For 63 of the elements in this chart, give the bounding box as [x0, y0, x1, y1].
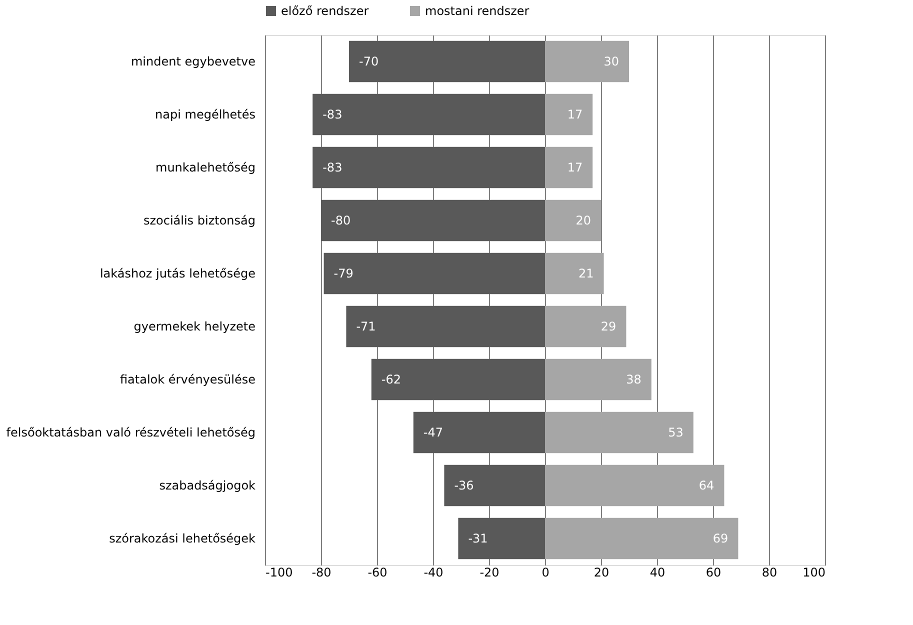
legend-label: mostani rendszer [425, 4, 530, 18]
y-tick-label: szabadságjogok [159, 478, 256, 492]
bar [349, 40, 545, 82]
data-label: -80 [331, 214, 351, 228]
data-label: -47 [423, 426, 444, 440]
x-tick-label: 80 [762, 566, 778, 580]
bar [312, 146, 545, 188]
bar [545, 146, 593, 188]
data-label: 53 [668, 426, 684, 440]
y-tick-label: felsőoktatásban való részvételi lehetőség [6, 426, 256, 440]
data-label: -83 [322, 108, 342, 122]
bar [321, 200, 545, 242]
data-label: 38 [626, 372, 642, 386]
y-tick-label: napi megélhetés [155, 108, 256, 122]
data-label: 20 [576, 214, 591, 228]
bar [545, 40, 629, 82]
x-tick-label: 60 [706, 566, 722, 580]
x-tick-label: -20 [480, 566, 500, 580]
data-label: -36 [454, 478, 474, 492]
bar [545, 412, 694, 454]
y-tick-label: fiatalok érvényesülése [120, 372, 256, 386]
data-label: -62 [381, 372, 402, 386]
bar [545, 200, 601, 242]
bar [458, 518, 545, 560]
x-tick-label: 0 [542, 566, 550, 580]
bar [545, 358, 652, 400]
data-label: -70 [359, 54, 379, 68]
bar [371, 358, 545, 400]
y-tick-label: lakáshoz jutás lehetősége [100, 266, 256, 280]
bar [324, 252, 545, 294]
data-label: 29 [600, 320, 616, 334]
x-tick-label: -60 [368, 566, 388, 580]
bar [545, 252, 604, 294]
bar [545, 464, 724, 506]
bar [346, 306, 545, 348]
bar [312, 94, 545, 136]
data-label: 21 [578, 266, 594, 280]
y-tick-label: szociális biztonság [143, 214, 256, 228]
data-label: 17 [567, 160, 583, 174]
data-label: 64 [698, 478, 714, 492]
x-tick-label: -80 [312, 566, 332, 580]
y-tick-label: szórakozási lehetőségek [109, 532, 256, 546]
x-tick-label: 20 [594, 566, 610, 580]
y-tick-label: munkalehetőség [156, 160, 256, 174]
data-label: -79 [334, 266, 354, 280]
y-tick-label: mindent egybevetve [130, 54, 256, 68]
bar [413, 412, 545, 454]
data-label: -71 [356, 320, 376, 334]
bar [545, 518, 738, 560]
data-label: -31 [468, 532, 488, 546]
x-tick-label: 100 [802, 566, 826, 580]
data-label: 69 [712, 532, 728, 546]
bar [545, 94, 593, 136]
bar [444, 464, 545, 506]
legend-label: előző rendszer [281, 4, 369, 18]
data-label: 30 [604, 54, 619, 68]
y-tick-label: gyermekek helyzete [134, 320, 256, 334]
x-tick-label: -100 [266, 566, 293, 580]
x-tick-label: 40 [650, 566, 666, 580]
x-tick-label: -40 [424, 566, 444, 580]
data-label: -83 [322, 160, 342, 174]
data-label: 17 [567, 108, 583, 122]
bar [545, 306, 626, 348]
